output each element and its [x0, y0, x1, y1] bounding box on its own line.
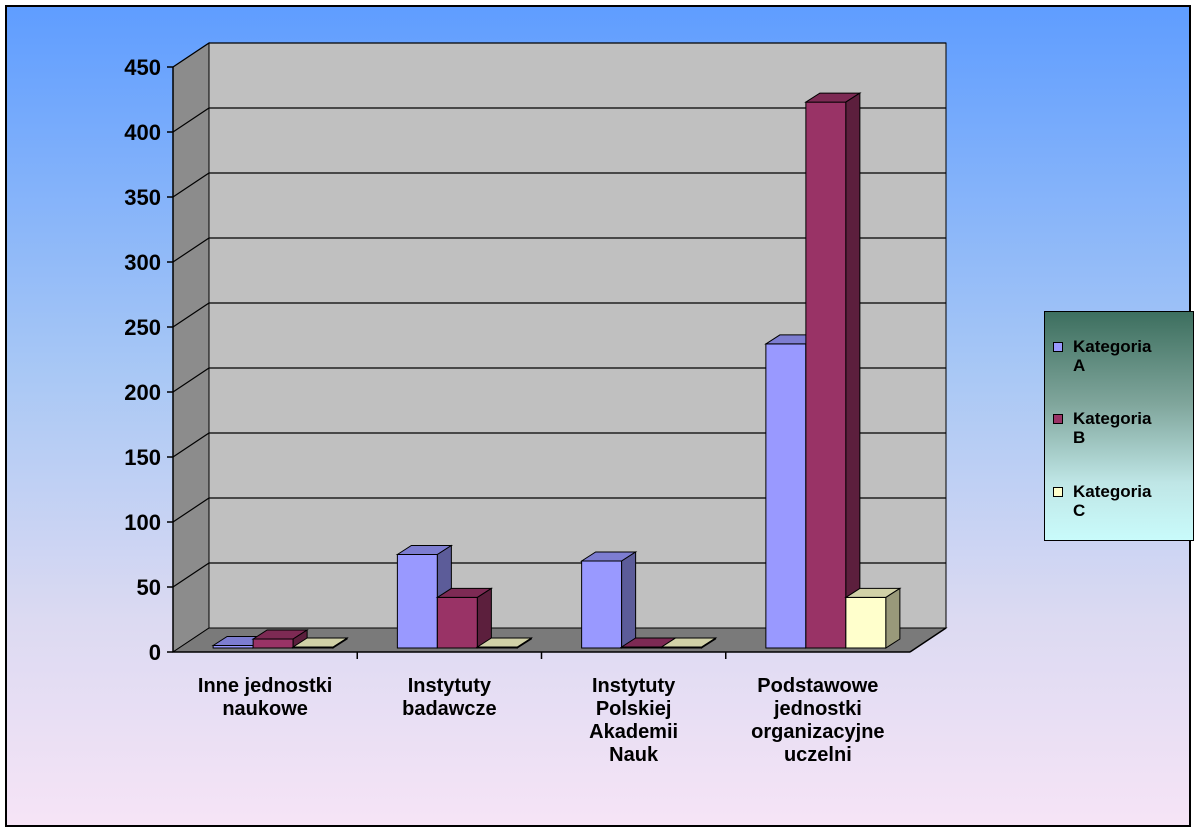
gridline — [172, 497, 946, 523]
bar-front — [765, 343, 807, 649]
gridline — [172, 42, 946, 68]
y-tick-label: 100 — [124, 510, 161, 535]
bar-front — [436, 596, 478, 649]
y-tick-label: 350 — [124, 185, 161, 210]
legend-label-c: Kategoria — [1073, 482, 1152, 501]
y-tick-label: 50 — [137, 575, 161, 600]
bar-side — [845, 92, 861, 649]
x-category-label-line: naukowe — [222, 698, 308, 720]
gridline — [172, 107, 946, 133]
bar-front — [396, 554, 438, 649]
legend-label-b-letter: B — [1073, 428, 1086, 447]
x-category-label-line: badawcze — [402, 698, 496, 720]
gridline — [172, 237, 946, 263]
x-category-label-line: Polskiej — [596, 698, 672, 720]
legend-label-a: Kategoria — [1073, 337, 1152, 356]
gridline — [172, 562, 946, 588]
x-category-label-line: Inne jednostki — [198, 675, 332, 697]
legend: Kategoria A Kategoria B Kategoria C — [1044, 311, 1194, 541]
x-category-label-line: Nauk — [609, 744, 659, 766]
x-category-label-line: jednostki — [773, 698, 862, 720]
bar-front — [252, 638, 294, 649]
legend-swatch-a — [1053, 342, 1063, 352]
side-wall — [172, 42, 210, 653]
legend-swatch-b — [1053, 414, 1063, 424]
y-tick-label: 300 — [124, 250, 161, 275]
bar-side — [621, 551, 637, 649]
x-category-label-line: uczelni — [784, 744, 852, 766]
bar-side — [516, 637, 532, 649]
gridline — [172, 367, 946, 393]
bar-front — [581, 560, 623, 649]
bar-front — [805, 101, 847, 649]
legend-label-a-letter: A — [1073, 356, 1086, 375]
x-axis-depth — [909, 627, 947, 653]
chart-frame: 0 50 100 150 200 250 300 350 400 450 Inne jednostk… — [5, 5, 1194, 827]
y-tick-label: 400 — [124, 120, 161, 145]
bar-side — [332, 637, 348, 649]
y-tick-label: 450 — [124, 55, 161, 80]
x-category-label-line: Podstawowe — [757, 675, 878, 697]
x-category-label: Inne jednostki naukowe — [198, 675, 332, 720]
gridline — [172, 302, 946, 328]
bar-front — [845, 596, 887, 649]
legend-label-c-letter: C — [1073, 501, 1086, 520]
gridline — [172, 172, 946, 198]
y-tick-label: 0 — [149, 640, 161, 665]
gridline — [172, 432, 946, 458]
y-tick-label: 200 — [124, 380, 161, 405]
legend-swatch-c — [1053, 487, 1063, 497]
x-category-label: Instytuty Polskiej Akademii Nauk — [589, 675, 678, 766]
x-category-label-line: Akademii — [589, 721, 678, 743]
legend-label-b: Kategoria — [1073, 409, 1152, 428]
x-category-label-line: Instytuty — [408, 675, 492, 697]
x-category-label-line: Instytuty — [592, 675, 676, 697]
x-category-label-line: organizacyjne — [751, 721, 884, 743]
bar-side — [701, 637, 717, 649]
x-category-label: Instytuty badawcze — [402, 675, 496, 720]
y-tick-label: 150 — [124, 445, 161, 470]
bar-chart: 0 50 100 150 200 250 300 350 400 450 Inne jednostk… — [124, 42, 948, 766]
y-tick-label: 250 — [124, 315, 161, 340]
bar-side — [885, 587, 901, 649]
x-category-label: Podstawowe jednostki organizacyjne uczelni — [751, 675, 884, 766]
